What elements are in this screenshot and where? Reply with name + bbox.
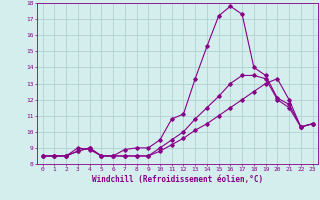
X-axis label: Windchill (Refroidissement éolien,°C): Windchill (Refroidissement éolien,°C) [92, 175, 263, 184]
